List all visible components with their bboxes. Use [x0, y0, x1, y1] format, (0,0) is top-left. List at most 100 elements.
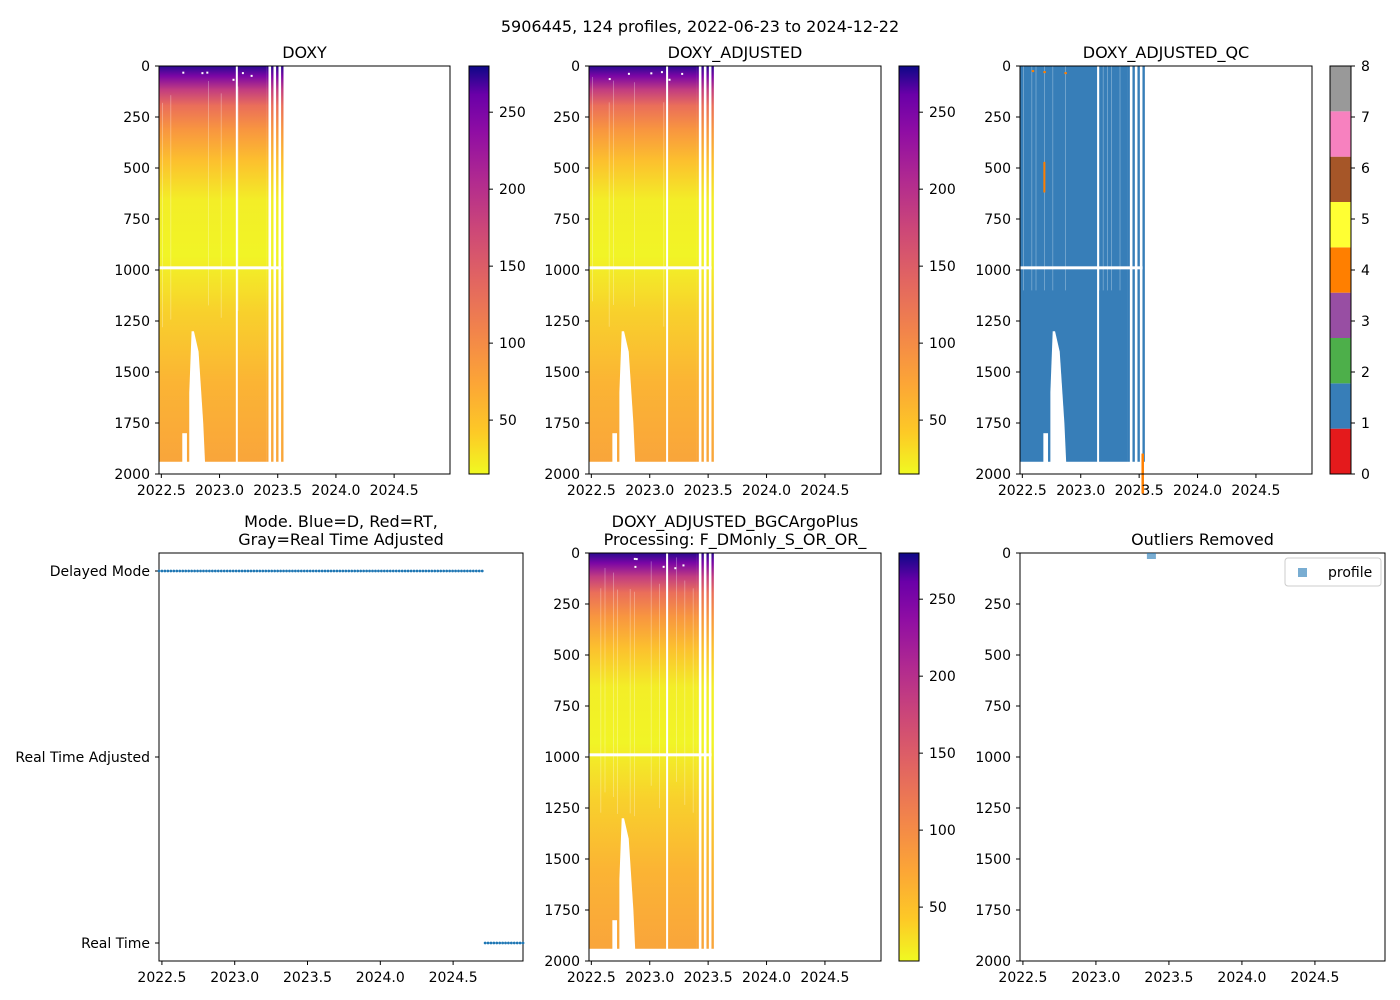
panel-bgc-plus-cbar-tick-label: 150 [929, 746, 956, 762]
panel-doxy-adjusted-profile-column [706, 66, 709, 462]
panel-mode-point [294, 569, 297, 573]
panel-mode-point [234, 569, 238, 573]
panel-outliers-ytick-label: 2000 [975, 954, 1011, 970]
panel-mode-point [335, 569, 339, 573]
panel-mode-point [225, 569, 229, 573]
panel-doxy-adjusted-xtick-label: 2023.0 [625, 483, 674, 499]
panel-outliers-ytick-label: 750 [984, 699, 1011, 715]
panel-bgc-plus-profile-column [711, 553, 714, 949]
panel-mode-point [288, 569, 291, 573]
panel-doxy-adjusted-qc-bottom-gap [1059, 462, 1062, 474]
panel-mode-point [412, 569, 416, 573]
panel-outliers-xtick-label: 2022.5 [998, 970, 1047, 986]
panel-mode-point [477, 569, 481, 573]
panel-doxy-bottom-gap [198, 462, 201, 474]
panel-doxy-adjusted-bottom-gap [634, 462, 638, 474]
panel-doxy-adjusted-qc-ytick-label: 250 [984, 110, 1011, 126]
panel-mode-point [252, 569, 256, 573]
panel-outliers-ytick-label: 1500 [975, 852, 1011, 868]
panel-doxy-adjusted-qc-ytick-label: 1750 [975, 416, 1011, 432]
panel-mode-point [246, 569, 250, 573]
panel-outliers-outlier-point [1146, 553, 1156, 559]
panel-bgc-plus-profile-column [706, 553, 709, 949]
panel-doxy-adjusted-qc-qc4-dot [1031, 70, 1035, 73]
panel-doxy-adjusted-qc-cbar-tick-label: 3 [1361, 314, 1370, 330]
panel-bgc-plus-column-shade [676, 557, 677, 782]
panel-doxy-bottom-gap [217, 462, 221, 474]
panel-doxy-adjusted-bottom-gap [628, 462, 631, 474]
panel-outliers-legend-marker [1298, 568, 1307, 577]
panel-doxy-ytick-label: 2000 [114, 467, 150, 483]
panel-doxy-column-shade [220, 93, 222, 318]
panel-bgc-plus-bottom-gap [628, 949, 631, 961]
panel-doxy-adjusted-qc-cbar-segment [1330, 66, 1351, 112]
panel-mode-point [509, 941, 513, 945]
panel-doxy-adjusted-bottom-gap [647, 462, 651, 474]
panel-bgc-plus-bottom-gap [621, 949, 625, 961]
panel-doxy-adjusted-qc-ytick-label: 2000 [975, 467, 1011, 483]
panel-mode-point [237, 569, 241, 573]
panel-mode-point [166, 569, 170, 573]
panel-mode-point [160, 569, 164, 573]
panel-doxy-adjusted-qc-ytick-label: 1250 [975, 314, 1011, 330]
panel-doxy-adjusted-qc-qc4-mark [1043, 161, 1046, 193]
panel-doxy-bottom-gap [243, 462, 247, 474]
panel-mode-point [308, 569, 312, 573]
panel-doxy-adjusted-colorbar [898, 65, 920, 475]
panel-mode-title: Mode. Blue=D, Red=RT, [244, 512, 438, 531]
panel-mode-point [163, 569, 167, 573]
panel-doxy-adjusted-qc-bottom-gap [1020, 462, 1023, 474]
panel-doxy-adjusted-bottom-gap [660, 462, 664, 474]
panel-doxy-gap-vertical [235, 66, 238, 474]
panel-doxy-xtick-label: 2024.5 [370, 483, 419, 499]
panel-doxy-adjusted-qc-cbar-segment [1330, 247, 1351, 293]
panel-mode-point [305, 569, 309, 573]
panel-mode-point [492, 941, 496, 945]
panel-doxy-ytick-label: 1750 [114, 416, 150, 432]
panel-doxy-adjusted-cbar-tick-label: 250 [929, 105, 956, 121]
panel-doxy-adjusted-qc-column-shade [1098, 66, 1100, 291]
panel-doxy-adjusted-qc-cbar-tick-label: 0 [1361, 467, 1370, 483]
panel-bgc-plus-ytick-label: 1250 [544, 801, 580, 817]
figure-suptitle: 5906445, 124 profiles, 2022-06-23 to 202… [501, 17, 899, 36]
panel-mode-point [388, 569, 392, 573]
panel-doxy-bottom-gap [204, 462, 208, 474]
panel-doxy-adjusted-qc-xtick-label: 2024.5 [1231, 483, 1280, 499]
panel-mode-point [504, 941, 507, 945]
panel-mode-point [184, 569, 188, 573]
panel-doxy-xtick-label: 2023.5 [253, 483, 302, 499]
panel-mode-point [424, 569, 428, 573]
panel-outliers-frame [1019, 552, 1386, 962]
panel-mode-point [382, 569, 386, 573]
panel-doxy-adjusted-qc-gap-1000 [1020, 266, 1143, 270]
panel-mode-point [463, 569, 466, 573]
panel-mode-frame [158, 552, 524, 962]
panel-mode-point [172, 569, 176, 573]
panel-mode-point [264, 569, 268, 573]
panel-bgc-plus: 2022.5 2023.0 2023.5 2024.0 2024.5 0 250 500 750… [544, 512, 955, 986]
panel-doxy-profile-column [276, 66, 279, 462]
panel-mode-point [442, 569, 446, 573]
panel-mode-point [213, 569, 217, 573]
panel-mode-point [421, 569, 425, 573]
panel-mode-point [451, 569, 454, 573]
panel-bgc-plus-column-shade [634, 591, 635, 817]
panel-mode-point [415, 569, 419, 573]
panel-doxy-adjusted-ytick-label: 1000 [544, 263, 580, 279]
panel-doxy-adjusted-column-shade [608, 102, 610, 327]
panel-mode-point [199, 569, 202, 573]
panel-outliers-ytick-label: 250 [984, 597, 1011, 613]
panel-mode-point [436, 569, 440, 573]
panel-mode-ytick-label: Real Time [81, 936, 150, 952]
panel-bgc-plus-bottom-gap [667, 949, 670, 961]
panel-doxy-adjusted-qc-xtick-label: 2023.0 [1056, 483, 1105, 499]
panel-doxy-adjusted-cbar-tick-label: 200 [929, 182, 956, 198]
panel-doxy-adjusted-qc-qc4-dot [1064, 72, 1067, 75]
panel-outliers: 2022.5 2023.0 2023.5 2024.0 2024.5 0 250 500 750… [975, 530, 1386, 986]
panel-doxy-adjusted-qc-column-shade [1102, 66, 1104, 291]
panel-outliers-xtick-label: 2023.0 [1071, 970, 1120, 986]
panel-doxy-adjusted-surface-speck [681, 72, 684, 75]
panel-mode-point [317, 569, 321, 573]
panel-doxy-adjusted-qc-cbar-tick-label: 1 [1361, 416, 1370, 432]
panel-doxy-adjusted-qc-bottom-gap [1072, 462, 1075, 474]
